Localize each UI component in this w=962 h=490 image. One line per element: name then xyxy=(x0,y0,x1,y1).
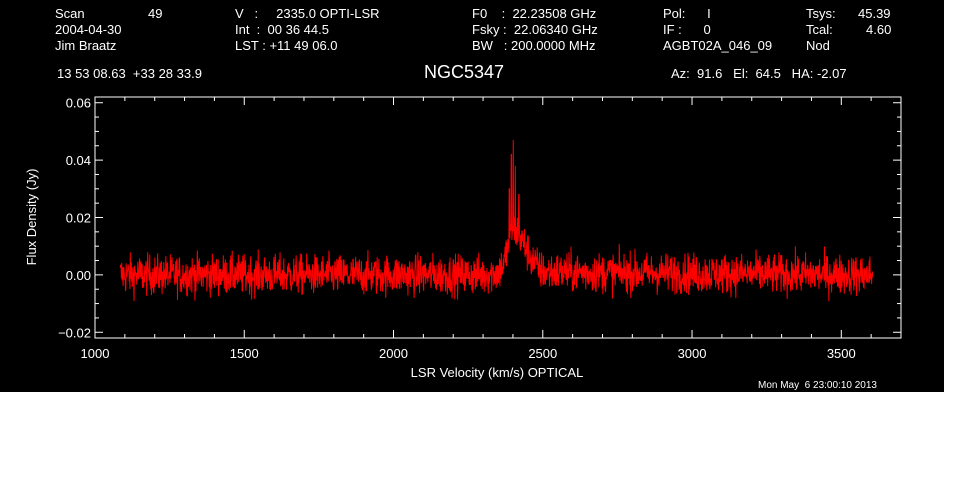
source-coordinates: 13 53 08.63 +33 28 33.9 xyxy=(57,66,202,81)
x-tick-label: 1000 xyxy=(81,346,110,361)
tsys-label: Tsys: xyxy=(806,6,836,21)
observer-name: Jim Braatz xyxy=(55,38,117,53)
observing-mode: Nod xyxy=(806,38,830,53)
spectrum-line xyxy=(119,140,874,302)
spectrum-chart: 1000 1500 2000 2500 3000 3500 −0.02 0.00 0.02 0.0… xyxy=(24,96,902,380)
y-tick-label: 0.02 xyxy=(66,211,91,226)
scan-number: 49 xyxy=(148,6,163,21)
plot-frame xyxy=(94,96,902,339)
project-id: AGBT02A_046_09 xyxy=(663,38,773,53)
y-axis-label: Flux Density (Jy) xyxy=(24,169,39,266)
y-tick-label: −0.02 xyxy=(58,325,91,340)
x-axis-label: LSR Velocity (km/s) OPTICAL xyxy=(411,365,584,380)
tcal-value: 4.60 xyxy=(866,22,892,37)
if-number: IF : 0 xyxy=(663,22,711,37)
observation-date: 2004-04-30 xyxy=(55,22,122,37)
tsys-value: 45.39 xyxy=(858,6,891,21)
velocity-line: V : 2335.0 OPTI-LSR xyxy=(235,6,380,21)
lst-line: LST : +11 49 06.0 xyxy=(235,38,338,53)
pointing-info: Az: 91.6 El: 64.5 HA: -2.07 xyxy=(671,66,847,81)
rest-frequency: F0 : 22.23508 GHz xyxy=(472,6,597,21)
x-tick-label: 2000 xyxy=(379,346,408,361)
y-tick-label: 0.00 xyxy=(66,268,91,283)
integration-time: Int : 00 36 44.5 xyxy=(235,22,329,37)
plot-timestamp: Mon May 6 23:00:10 2013 xyxy=(758,380,877,391)
x-tick-label: 3000 xyxy=(678,346,707,361)
plot-panel: Scan 49 2004-04-30 Jim Braatz V : 2335.0… xyxy=(0,0,944,392)
polarization: Pol: I xyxy=(663,6,711,21)
tcal-label: Tcal: xyxy=(806,22,833,37)
series-layer xyxy=(119,140,874,302)
x-tick-label: 2500 xyxy=(528,346,557,361)
x-tick-label: 1500 xyxy=(230,346,259,361)
source-name: NGC5347 xyxy=(424,62,505,82)
y-tick-label: 0.04 xyxy=(66,153,91,168)
sky-frequency: Fsky : 22.06340 GHz xyxy=(472,22,598,37)
bandwidth: BW : 200.0000 MHz xyxy=(472,38,596,53)
scan-label: Scan xyxy=(55,6,85,21)
y-tick-label: 0.06 xyxy=(66,96,91,111)
x-tick-label: 3500 xyxy=(827,346,856,361)
tick-layer: 1000 1500 2000 2500 3000 3500 −0.02 0.00 0.02 0.0… xyxy=(58,96,902,361)
